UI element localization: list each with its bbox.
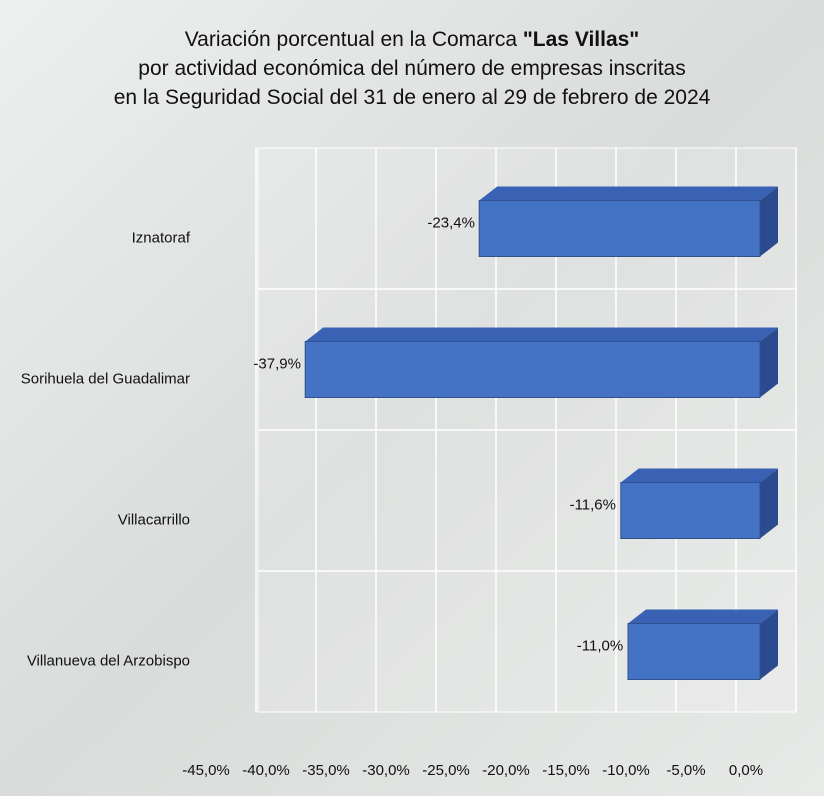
category-label: Sorihuela del Guadalimar	[21, 370, 190, 387]
bar-side	[760, 468, 778, 539]
x-tick-label: -40,0%	[242, 762, 290, 779]
x-tick-label: -45,0%	[182, 762, 230, 779]
category-label: Iznatoraf	[132, 229, 191, 246]
chart-title: Variación porcentual en la Comarca "Las …	[114, 28, 711, 109]
x-tick-label: -25,0%	[422, 762, 470, 779]
title-part: "Las Villas"	[523, 28, 639, 51]
bar-top	[620, 468, 778, 483]
x-tick-label: -5,0%	[666, 762, 705, 779]
value-label: -11,6%	[570, 496, 616, 513]
x-tick-label: 0,0%	[729, 762, 763, 779]
category-label: Villacarrillo	[118, 511, 190, 528]
bar	[620, 482, 761, 539]
x-tick-label: -30,0%	[362, 762, 410, 779]
bar-side	[760, 609, 778, 680]
title-line: por actividad económica del número de em…	[138, 57, 685, 80]
bar-side	[760, 186, 778, 257]
category-label: Villanueva del Arzobispo	[27, 652, 190, 669]
value-label: -23,4%	[427, 214, 475, 231]
bar-top	[479, 186, 778, 201]
x-tick-label: -20,0%	[482, 762, 530, 779]
title-line: en la Seguridad Social del 31 de enero a…	[114, 86, 711, 109]
x-tick-label: -35,0%	[302, 762, 350, 779]
bar-top	[628, 609, 778, 624]
title-part: Variación porcentual en la Comarca	[185, 28, 523, 51]
title-line: Variación porcentual en la Comarca "Las …	[185, 28, 640, 51]
x-tick-label: -10,0%	[602, 762, 650, 779]
title-part: por actividad económica del número de em…	[138, 57, 685, 80]
title-part: en la Seguridad Social del 31 de enero a…	[114, 86, 711, 109]
x-tick-label: -15,0%	[542, 762, 590, 779]
value-label: -11,0%	[577, 637, 623, 654]
value-label: -37,9%	[253, 355, 301, 372]
bar-side	[760, 327, 778, 398]
bar	[627, 623, 761, 680]
bar	[478, 200, 761, 257]
bar	[304, 341, 761, 398]
bar-top	[305, 327, 778, 342]
